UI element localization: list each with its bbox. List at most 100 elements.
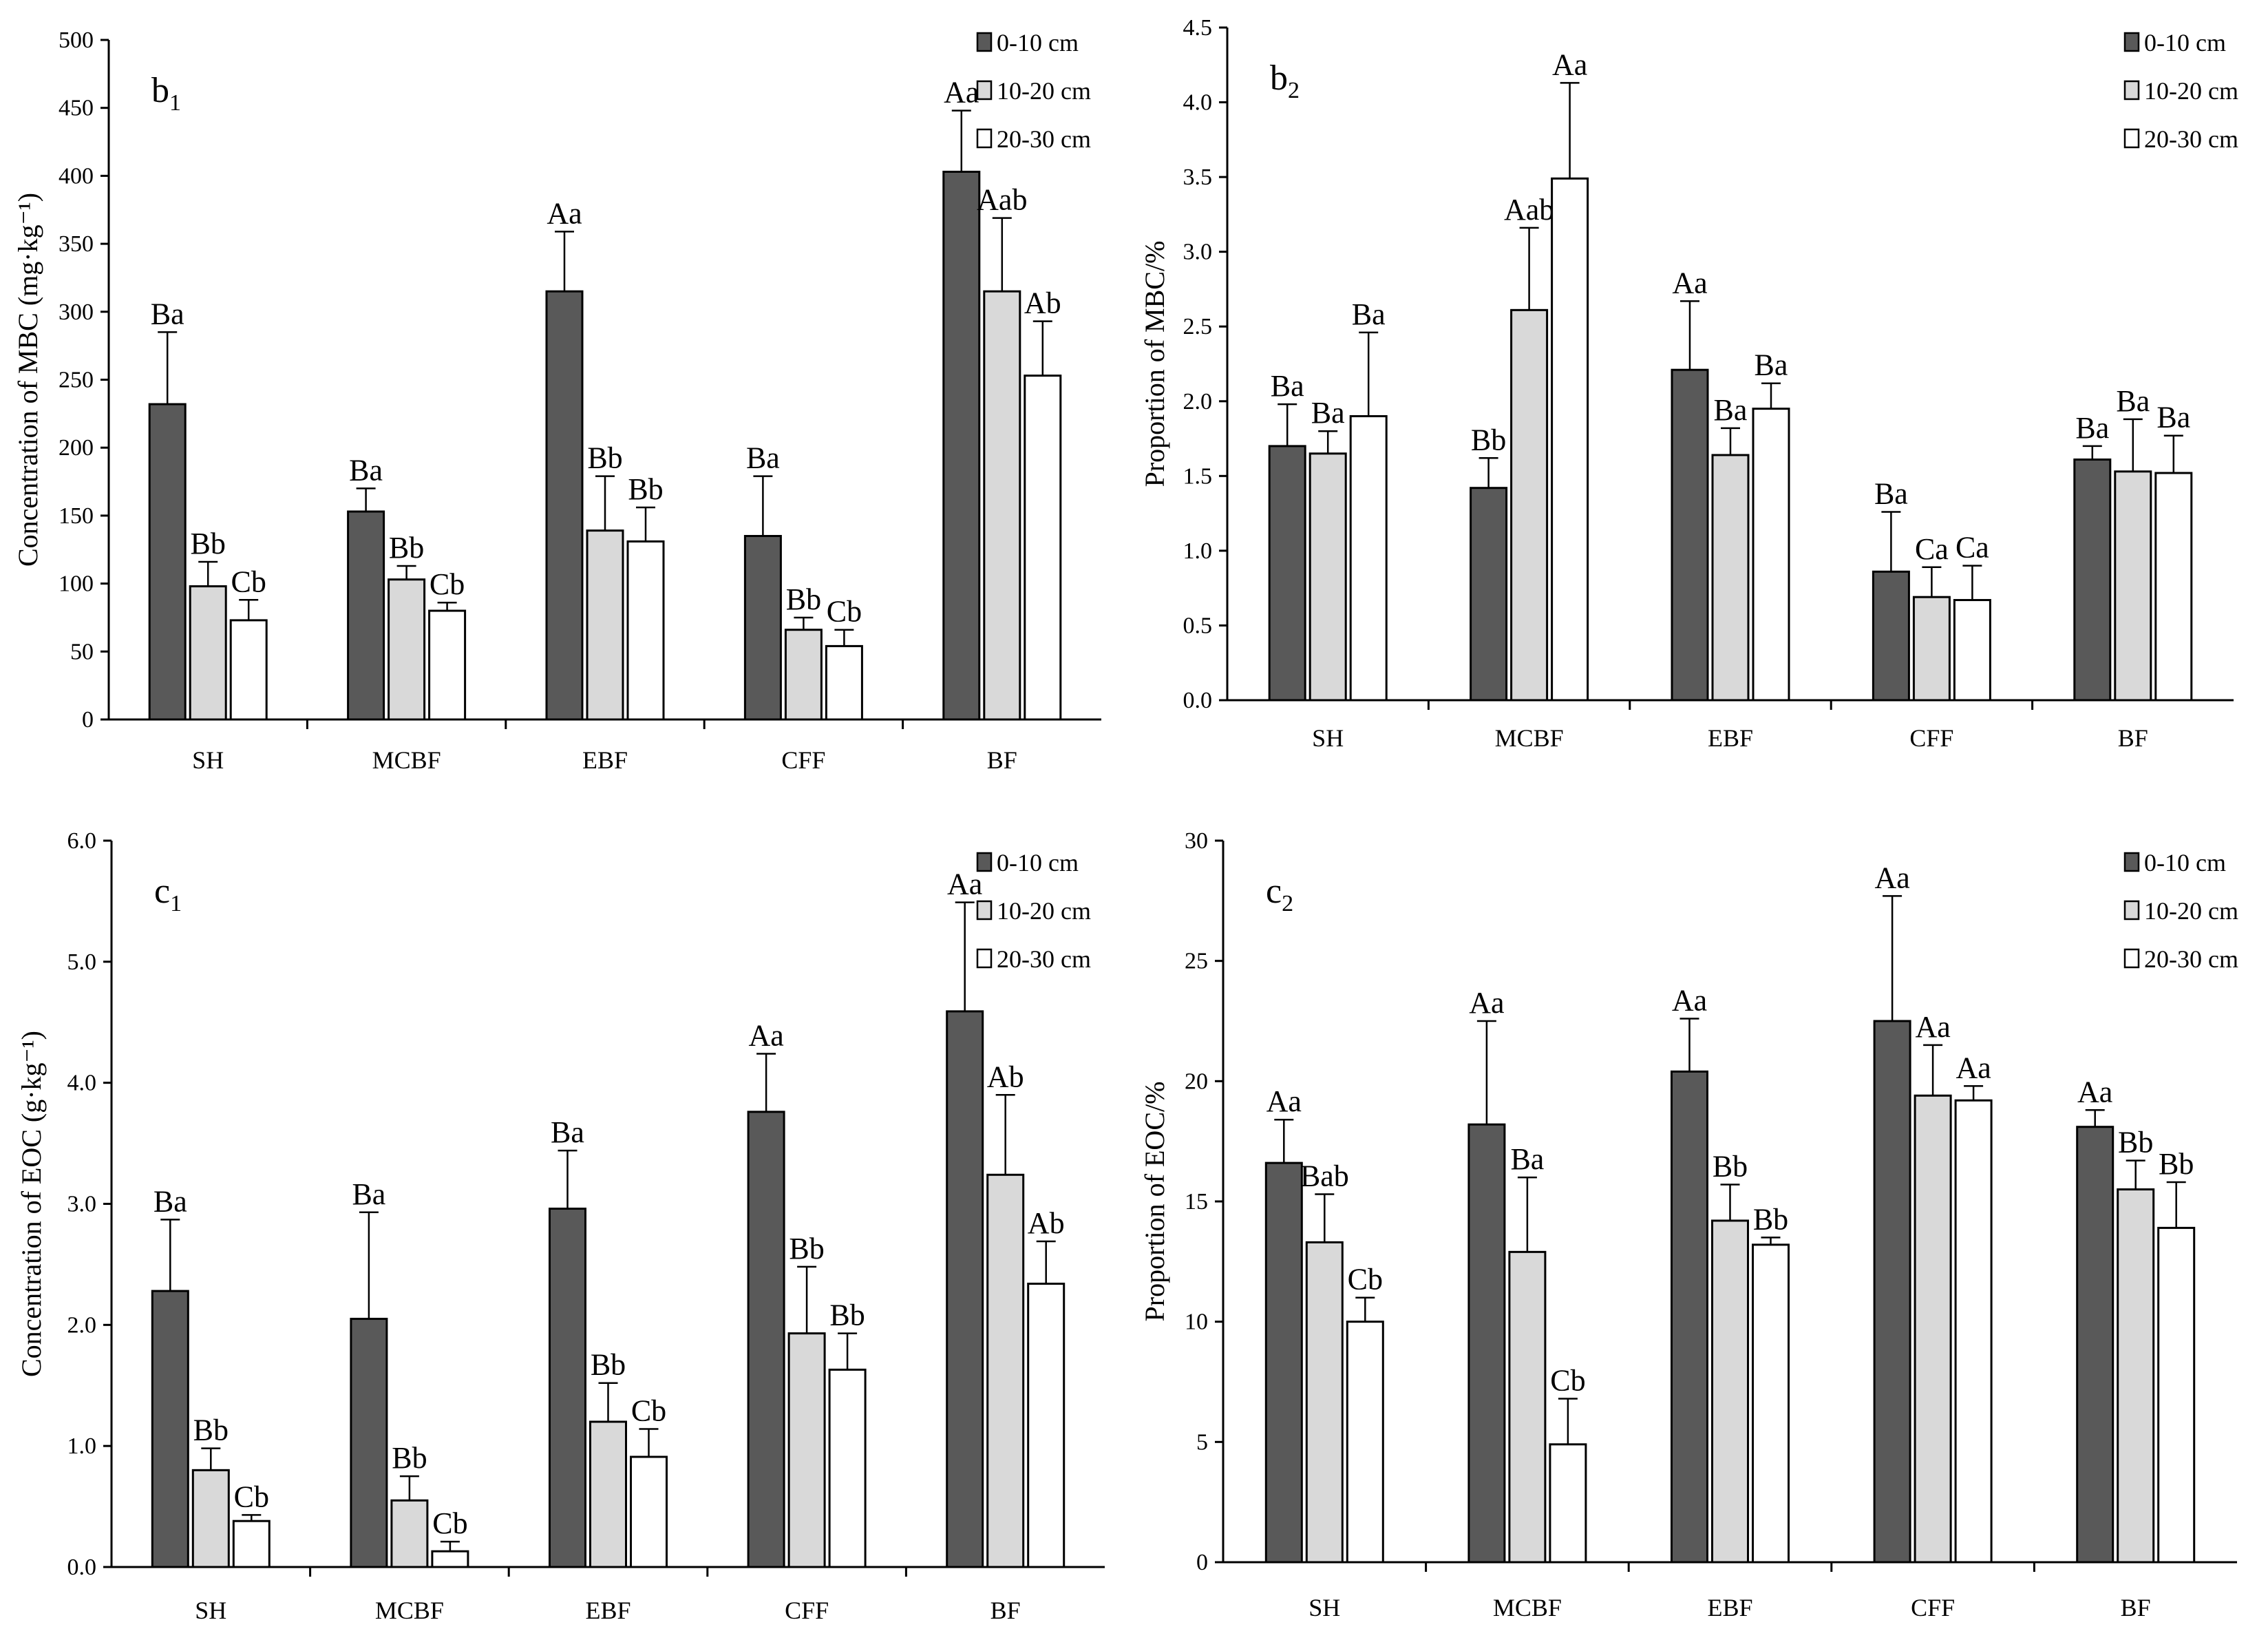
legend-swatch-0 [976, 32, 993, 52]
bar-ebf-s0 [1671, 1070, 1708, 1564]
bar-mcbf-s2 [1549, 1443, 1587, 1564]
y-tick-label: 1.5 [1183, 463, 1213, 489]
significance-label: Aa [1469, 986, 1504, 1020]
legend-swatch-2 [2123, 948, 2140, 969]
panel-label-letter: c [154, 872, 170, 911]
legend-swatch-1 [976, 80, 993, 101]
y-tick-label: 400 [59, 163, 94, 189]
significance-label: Ab [1024, 286, 1061, 320]
legend-label-2: 20-30 cm [997, 125, 1091, 153]
bar-cff-s2 [828, 1368, 867, 1568]
panel-label: c1 [154, 872, 182, 916]
significance-label: Bb [829, 1299, 865, 1332]
panel-label: c2 [1266, 872, 1293, 916]
significance-label: Bb [587, 441, 622, 475]
significance-label: Aa [1267, 1084, 1302, 1118]
y-tick-label: 300 [59, 299, 94, 325]
significance-label: Bb [591, 1348, 626, 1382]
bar-sh-s2 [229, 619, 268, 721]
significance-label: Aab [1504, 193, 1554, 227]
bar-mcbf-s1 [388, 578, 426, 721]
significance-label: Ba [1311, 396, 1345, 430]
significance-label: Ba [746, 441, 780, 475]
significance-label: Ba [352, 1177, 385, 1211]
significance-label: Bb [389, 531, 424, 565]
significance-label: Aa [944, 76, 979, 109]
bar-ebf-s1 [589, 1420, 627, 1568]
x-tick-label-ebf: EBF [1708, 724, 1753, 752]
y-tick-label: 6.0 [67, 828, 97, 854]
significance-label: Ba [1874, 476, 1908, 510]
bar-ebf-s2 [1752, 1243, 1790, 1564]
y-tick-label: 20 [1185, 1069, 1208, 1094]
bar-cff-s2 [1954, 1099, 1993, 1564]
bar-mcbf-s0 [350, 1318, 388, 1568]
y-tick-label: 2.0 [67, 1312, 97, 1338]
bar-mcbf-s2 [428, 609, 467, 721]
y-axis-title: Proportion of MBC/% [1139, 241, 1170, 487]
chart-panel-b2: 0.0 0.5 1.0 1.5 2.0 2.5 3.0 3.5 4.0 4.5 SH Ba Ba Ba MC… [1134, 0, 2268, 820]
significance-label: Aa [547, 196, 582, 230]
significance-label: Bb [1471, 423, 1506, 456]
significance-label: Bb [789, 1232, 824, 1265]
bar-ebf-s0 [549, 1208, 586, 1568]
significance-label: Aa [1672, 984, 1707, 1018]
bar-cff-s2 [825, 644, 863, 721]
chart-svg-0: 050100150200250300350400450500SHBaBbCbMC… [12, 28, 1101, 774]
significance-label: Cb [234, 1480, 269, 1513]
y-tick-label: 0 [1196, 1550, 1208, 1575]
bar-ebf-s0 [545, 290, 584, 721]
significance-label: Cb [432, 1506, 467, 1540]
legend-label-1: 10-20 cm [2144, 77, 2238, 105]
significance-label: Bb [392, 1441, 427, 1475]
y-tick-label: 5.0 [67, 949, 97, 975]
y-tick-label: 200 [59, 435, 94, 461]
bar-sh-s2 [1346, 1321, 1384, 1564]
significance-label: Bb [1753, 1202, 1788, 1236]
x-tick-label-cff: CFF [1909, 724, 1953, 752]
y-tick-label: 15 [1185, 1189, 1208, 1215]
x-tick-label-mcbf: MCBF [1495, 724, 1564, 752]
x-tick-label-sh: SH [195, 1597, 226, 1624]
legend-label-1: 10-20 cm [997, 897, 1091, 925]
bar-ebf-s1 [1711, 1219, 1749, 1564]
bar-mcbf-s2 [1551, 177, 1589, 702]
y-axis-title: Concentration of MBC (mg·kg⁻¹) [12, 193, 43, 567]
bar-cff-s2 [1953, 599, 1991, 702]
significance-label: Cb [1550, 1363, 1585, 1397]
significance-label: Aa [2077, 1075, 2112, 1108]
y-tick-label: 0 [82, 707, 94, 733]
y-tick-label: 250 [59, 368, 94, 393]
x-tick-label-bf: BF [2121, 1594, 2151, 1621]
bar-bf-s2 [1027, 1283, 1066, 1568]
x-tick-label-cff: CFF [781, 746, 825, 774]
bar-cff-s0 [743, 535, 782, 721]
legend-label-0: 0-10 cm [2144, 29, 2226, 56]
bar-bf-s2 [1024, 375, 1062, 721]
significance-label: Bb [191, 527, 226, 560]
bar-sh-s1 [1305, 1241, 1344, 1564]
y-tick-label: 0.5 [1183, 613, 1213, 638]
bar-ebf-s2 [1752, 408, 1790, 702]
y-tick-label: 350 [59, 231, 94, 257]
bar-cff-s1 [1914, 1094, 1952, 1564]
x-tick-label-ebf: EBF [582, 746, 628, 774]
significance-label: Aa [947, 868, 982, 901]
x-tick-label-cff: CFF [785, 1597, 829, 1624]
y-tick-label: 500 [59, 28, 94, 53]
x-tick-label-bf: BF [2118, 724, 2148, 752]
x-tick-label-mcbf: MCBF [1493, 1594, 1562, 1621]
y-tick-label: 3.0 [1183, 240, 1213, 265]
y-tick-label: 3.5 [1183, 165, 1213, 190]
bar-mcbf-s0 [347, 510, 385, 721]
significance-label: Ba [2116, 384, 2150, 418]
x-tick-label-sh: SH [192, 746, 224, 774]
bar-cff-s0 [747, 1111, 785, 1568]
legend-label-2: 20-30 cm [997, 945, 1091, 973]
panel-label-letter: b [1270, 59, 1288, 98]
legend-label-0: 0-10 cm [2144, 849, 2226, 876]
y-tick-label: 0.0 [67, 1555, 97, 1580]
y-tick-label: 100 [59, 571, 94, 597]
significance-label: Ca [1915, 532, 1949, 566]
legend-swatch-1 [976, 900, 993, 921]
